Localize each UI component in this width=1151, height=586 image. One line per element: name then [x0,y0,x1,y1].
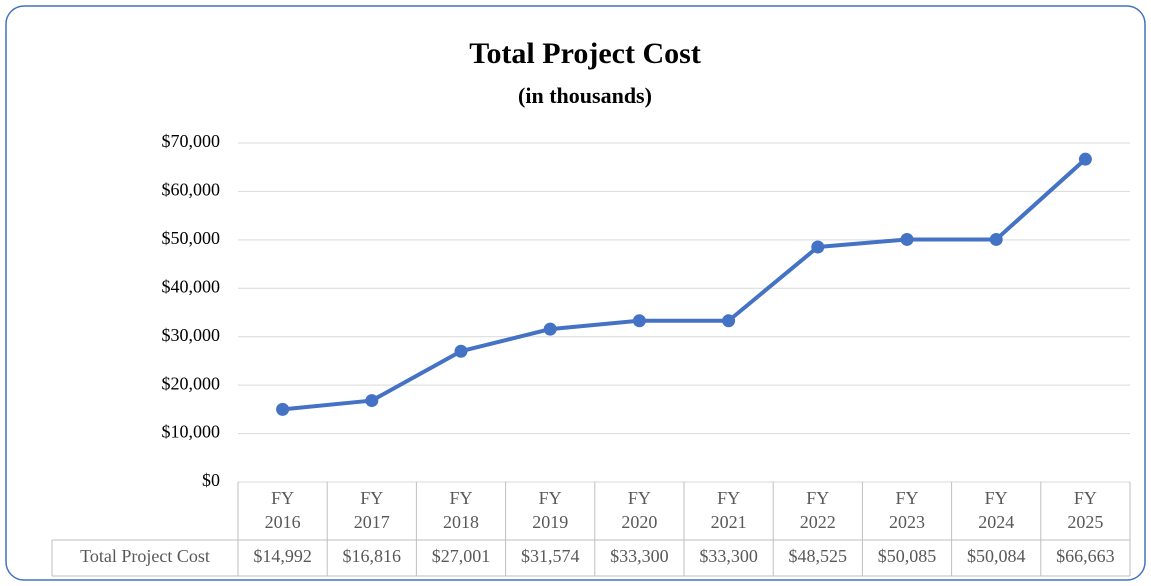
point [365,394,379,408]
point [989,232,1003,246]
table-value: $50,084 [967,546,1026,566]
y-tick-label: $10,000 [162,422,221,442]
chart-title: Total Project Cost [469,37,701,70]
table-value: $31,574 [521,546,580,566]
table-value: $48,525 [789,546,848,566]
y-tick-label: $0 [202,470,220,490]
x-tick-label: FY 2021 [710,488,747,532]
y-tick-label: $30,000 [162,325,221,345]
x-tick-label: FY 2020 [621,488,658,532]
point [632,314,646,328]
table-value: $33,300 [699,546,758,566]
point [900,232,914,246]
x-tick-label: FY 2016 [264,488,301,532]
x-tick-label: FY 2025 [1067,488,1104,532]
point [1078,152,1092,166]
x-tick-label: FY 2019 [532,488,569,532]
x-tick-label: FY 2022 [799,488,836,532]
table-row-label: Total Project Cost [80,546,210,566]
table-value: $27,001 [432,546,491,566]
point [454,344,468,358]
table-value: $33,300 [610,546,669,566]
x-tick-label: FY 2017 [353,488,390,532]
x-tick-label: FY 2024 [978,488,1015,532]
y-tick-label: $40,000 [162,276,221,296]
point [722,314,736,328]
table-value: $14,992 [253,546,312,566]
y-tick-label: $50,000 [162,228,221,248]
chart-subtitle: (in thousands) [518,83,652,108]
point [543,322,557,336]
table-value: $50,085 [878,546,937,566]
table-value: $16,816 [343,546,402,566]
y-tick-label: $60,000 [162,180,221,200]
x-tick-label: FY 2023 [888,488,925,532]
table-value: $66,663 [1056,546,1115,566]
card-border [5,5,1146,581]
point [276,402,290,416]
y-tick-label: $20,000 [162,373,221,393]
point [811,240,825,254]
x-tick-label: FY 2018 [442,488,479,532]
line [282,157,1087,412]
y-tick-label: $70,000 [162,131,221,151]
